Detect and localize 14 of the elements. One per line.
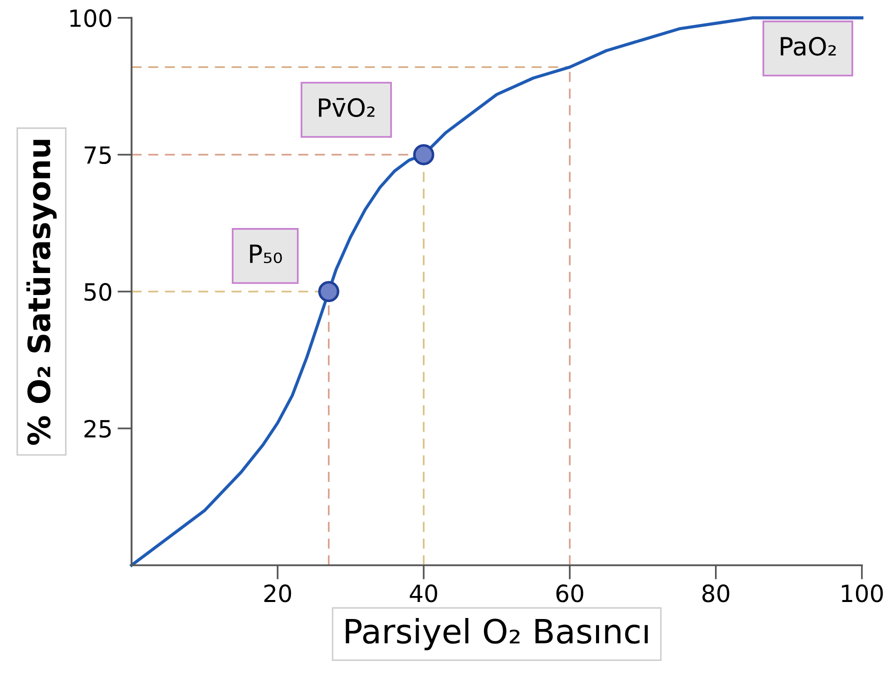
y-tick-label: 50 <box>84 282 112 301</box>
x-tick-label: 100 <box>842 584 883 602</box>
x-tick-label: 80 <box>702 584 730 602</box>
annotation: P₅₀ <box>250 244 282 264</box>
y-tick-label: 100 <box>70 9 112 28</box>
annotation: Pv̄O₂ <box>318 98 374 118</box>
y-tick-label: 25 <box>84 420 111 438</box>
y-tick-label: 75 <box>84 146 111 164</box>
annotation: PaO₂ <box>780 36 836 56</box>
y-axis-title: % O₂ Satürasyonu <box>26 140 57 445</box>
x-tick-label: 20 <box>264 584 292 602</box>
x-axis-title: Parsiyel O₂ Basıncı <box>346 618 648 650</box>
x-tick-label: 60 <box>556 584 584 602</box>
x-tick-label: 40 <box>410 584 438 602</box>
